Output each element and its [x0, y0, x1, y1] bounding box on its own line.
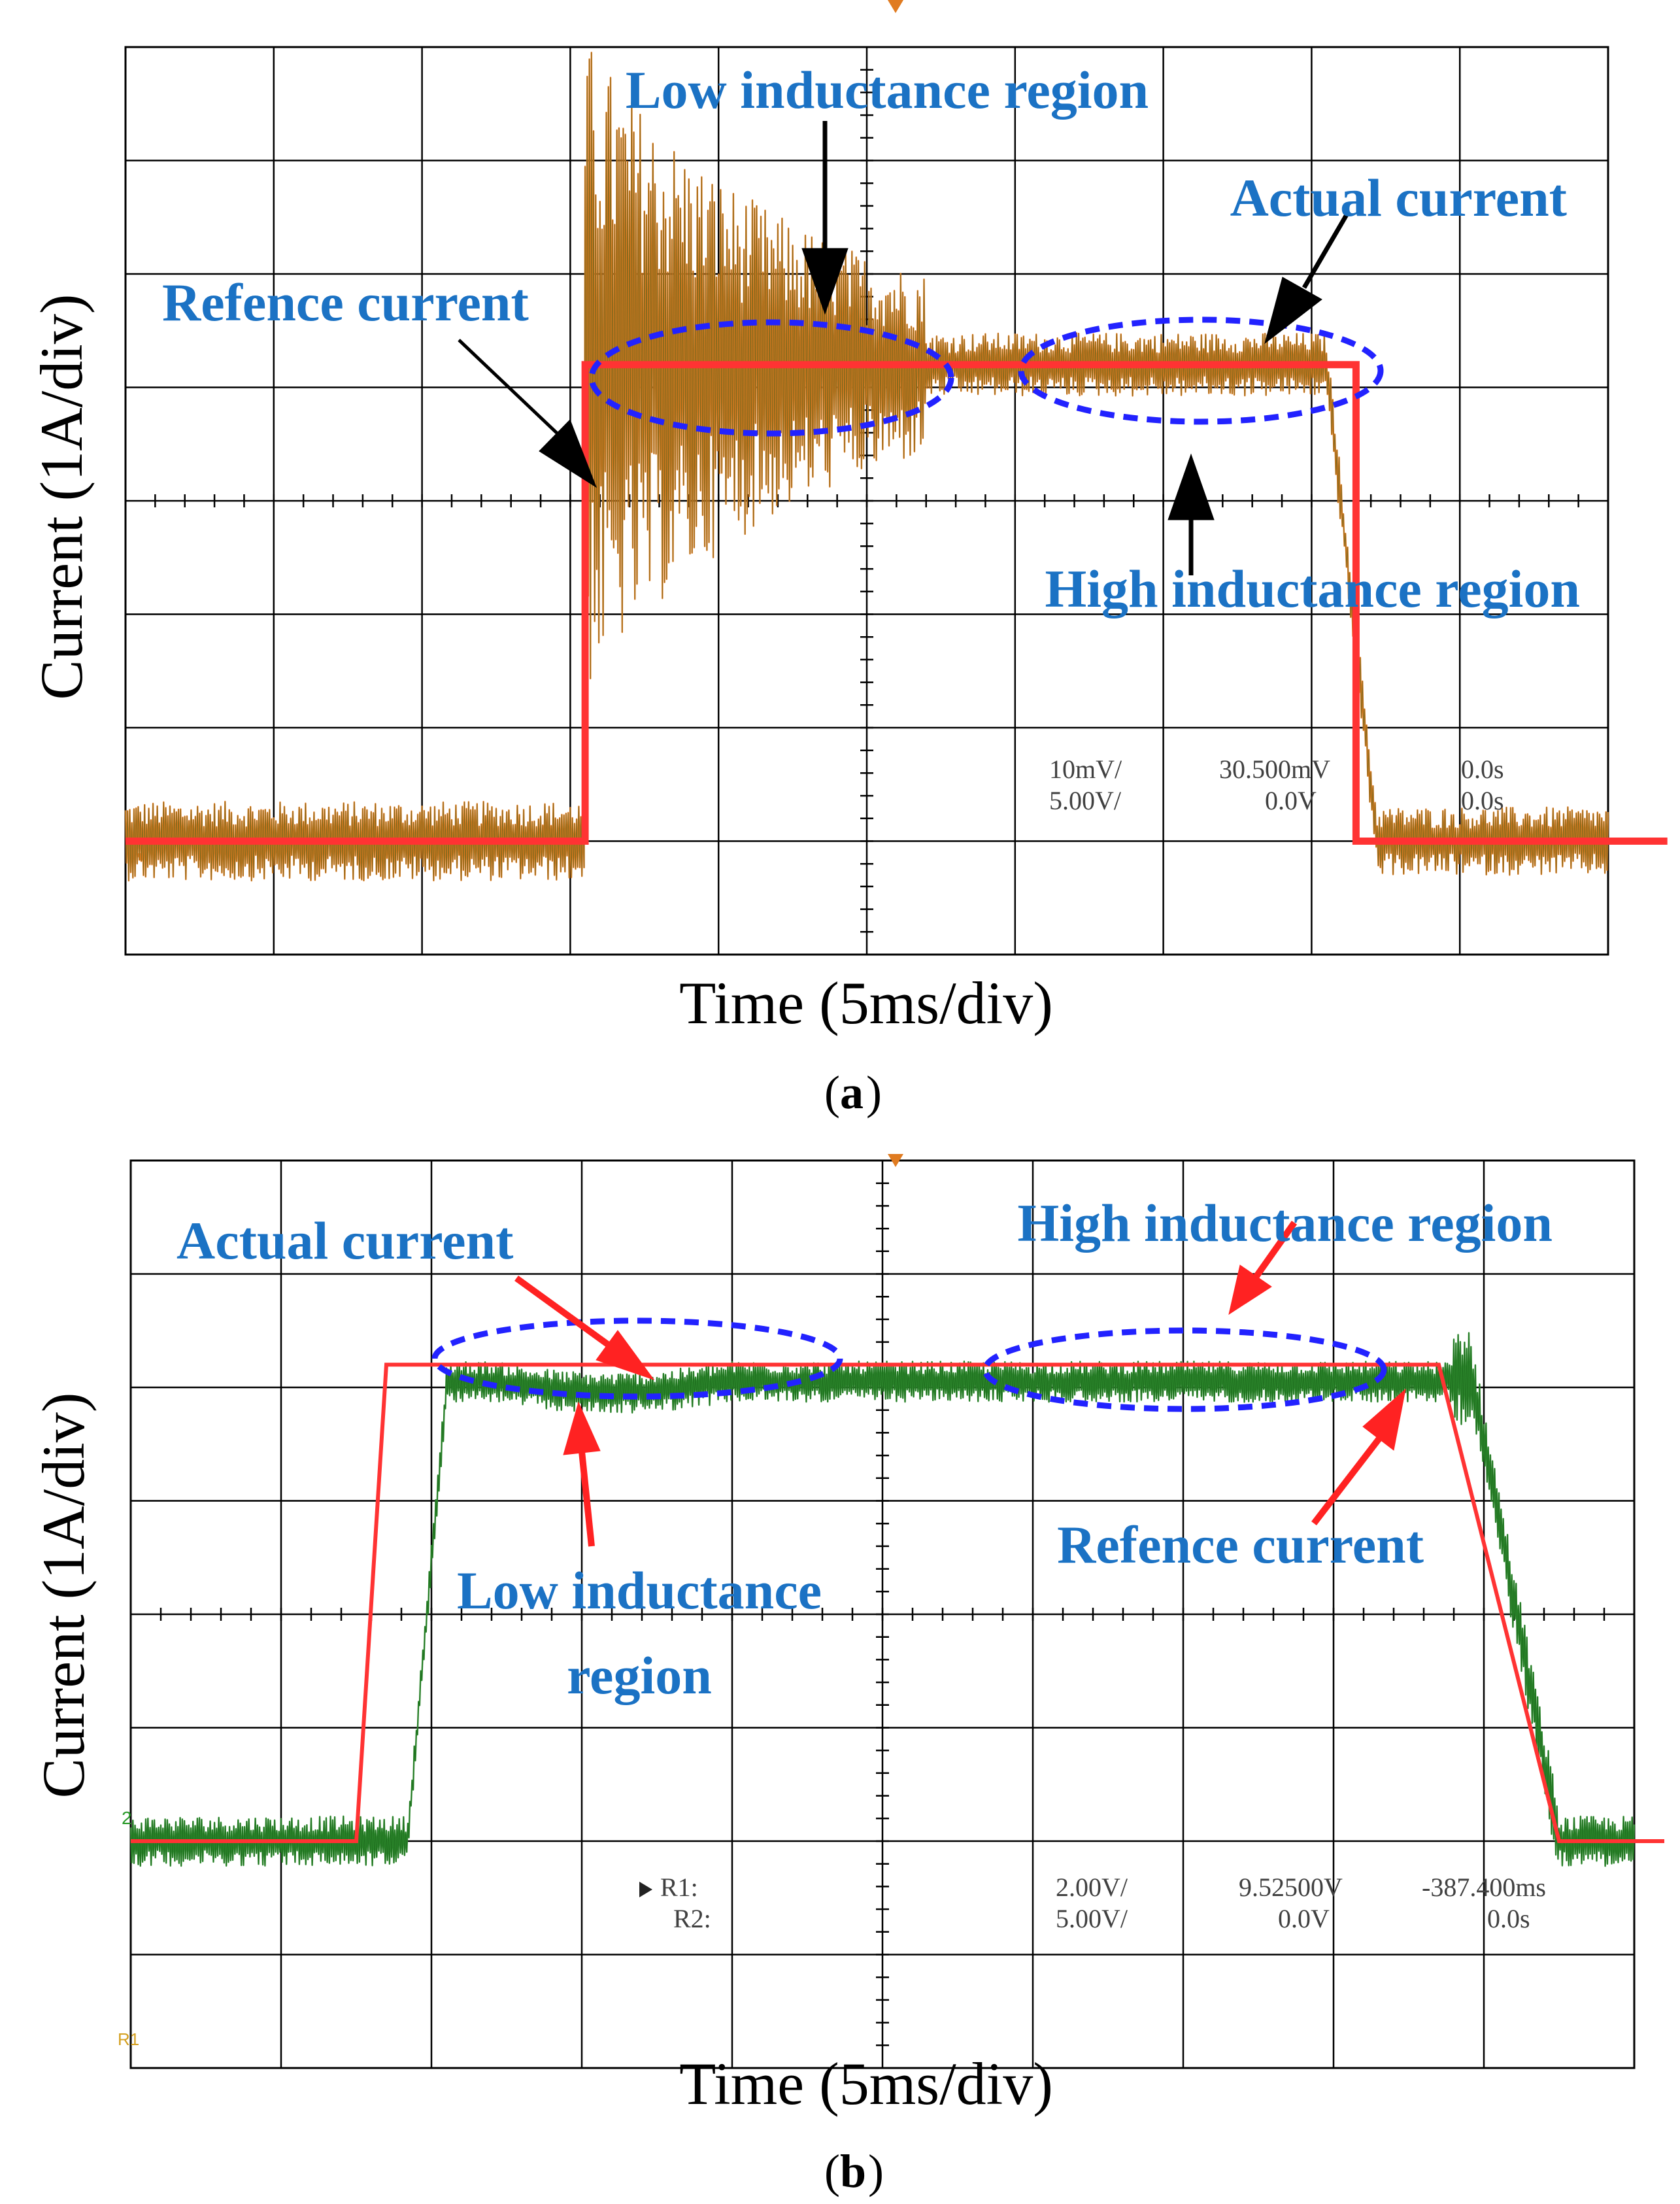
arrow-actual-a — [1302, 211, 1351, 289]
scope-readout-b: R1: R2: 2.00V/ 5.00V/ 9.52500V 0.0V -387… — [639, 1873, 1546, 1933]
x-axis-label-b: Time (5ms/div) — [679, 2050, 1053, 2117]
readout-b-c3-1: -387.400ms — [1422, 1873, 1546, 1902]
high-inductance-ellipse-a — [1018, 316, 1384, 425]
label-high-inductance-b: High inductance region — [1017, 1193, 1553, 1253]
readout-pointer-icon — [639, 1882, 652, 1897]
high-inductance-ellipse-b — [982, 1327, 1387, 1412]
readout-b-c2-1: 9.52500V — [1239, 1873, 1343, 1902]
readout-b-c1-1: 2.00V/ — [1056, 1873, 1128, 1902]
readout-b-label-1: R1: — [660, 1873, 698, 1902]
y-axis-label-a: Current (1A/div) — [28, 294, 95, 700]
label-low-inductance-b-2: region — [567, 1646, 712, 1705]
arrow-high-a-head — [1168, 453, 1215, 520]
arrow-low-b — [579, 1451, 595, 1547]
readout-a-c1-2: 5.00V/ — [1049, 786, 1122, 815]
readout-b-c3-2: 0.0s — [1487, 1904, 1530, 1933]
annotation-arrows-b — [514, 1221, 1406, 1547]
label-low-inductance-a: Low inductance region — [626, 60, 1149, 120]
channel-marker-b: 2 — [122, 1808, 132, 1828]
caption-b: ( b ) — [824, 2145, 884, 2197]
caption-b-open: ( — [824, 2145, 840, 2197]
arrow-low-a-head — [801, 248, 848, 315]
reference-current-line-b — [131, 1363, 1664, 1843]
arrow-ref-b-head — [1362, 1388, 1406, 1451]
label-low-inductance-b-1: Low inductance — [457, 1561, 822, 1620]
caption-a-close: ) — [866, 1066, 882, 1119]
arrow-high-b-head — [1228, 1264, 1272, 1315]
caption-a: ( a ) — [824, 1066, 882, 1119]
arrow-actual-a-head — [1264, 277, 1322, 345]
readout-a-c1-1: 10mV/ — [1049, 754, 1122, 784]
caption-b-label: b — [840, 2145, 866, 2197]
panel-a: 10mV/ 5.00V/ 30.500mV 0.0V 0.0s 0.0s 2 L… — [28, 0, 1668, 1119]
label-actual-current-a: Actual current — [1230, 168, 1567, 228]
x-axis-label-a: Time (5ms/div) — [679, 970, 1053, 1036]
trigger-marker-a — [888, 0, 903, 13]
actual-current-trace-a — [124, 52, 1609, 882]
readout-b-label-2: R2: — [673, 1904, 711, 1933]
arrow-actual-b-head — [596, 1330, 655, 1380]
readout-a-c2-1: 30.500mV — [1219, 754, 1330, 784]
low-inductance-ellipse-b — [431, 1317, 843, 1400]
annotation-arrows-a — [458, 121, 1351, 575]
label-reference-current-a: Refence current — [162, 273, 529, 332]
caption-a-label: a — [840, 1066, 864, 1119]
caption-a-open: ( — [824, 1066, 840, 1119]
arrow-high-b — [1252, 1221, 1298, 1280]
arrow-ref-b — [1311, 1436, 1382, 1526]
label-reference-current-b: Refence current — [1057, 1515, 1424, 1574]
low-inductance-ellipse-a — [588, 319, 954, 437]
readout-b-c1-2: 5.00V/ — [1056, 1904, 1128, 1933]
grid-a — [124, 46, 1609, 956]
readout-a-c2-2: 0.0V — [1265, 786, 1317, 815]
y-axis-label-b: Current (1A/div) — [30, 1393, 97, 1799]
panel-b: R1: R2: 2.00V/ 5.00V/ 9.52500V 0.0V -387… — [30, 1154, 1664, 2197]
label-high-inductance-a: High inductance region — [1045, 559, 1580, 619]
trigger-marker-b — [888, 1154, 903, 1167]
arrow-ref-a — [458, 339, 563, 439]
scope-readout-a: 10mV/ 5.00V/ 30.500mV 0.0V 0.0s 0.0s — [1049, 754, 1504, 815]
readout-b-c2-2: 0.0V — [1278, 1904, 1330, 1933]
ref-marker-b: R1 — [118, 2029, 139, 2049]
reference-current-line-a — [126, 361, 1668, 845]
arrow-low-b-head — [563, 1401, 601, 1455]
caption-b-close: ) — [868, 2145, 884, 2197]
arrow-ref-a-head — [539, 419, 597, 488]
actual-current-path-shadow — [125, 52, 1609, 881]
arrow-actual-b — [514, 1275, 613, 1350]
label-actual-current-b: Actual current — [176, 1211, 513, 1270]
readout-a-c3-1: 0.0s — [1461, 754, 1504, 784]
